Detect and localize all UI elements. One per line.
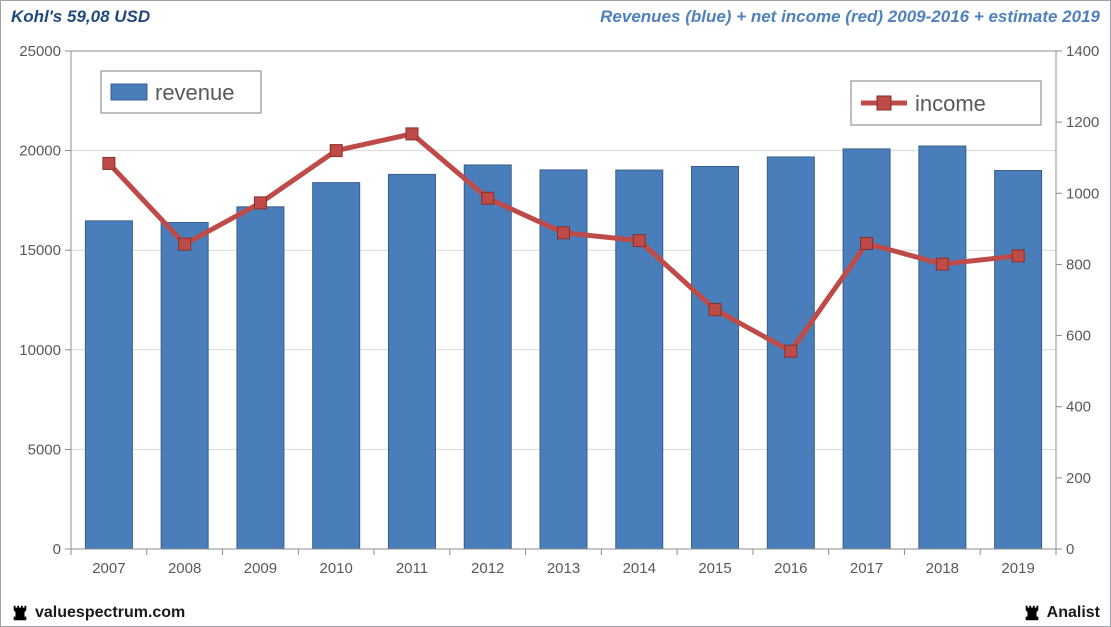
y-right-tick-label: 800	[1066, 256, 1091, 273]
y-left-tick-label: 10000	[19, 342, 61, 359]
x-tick-label: 2018	[926, 560, 959, 577]
income-marker	[1012, 250, 1024, 262]
income-marker	[861, 237, 873, 249]
income-marker	[936, 258, 948, 270]
chart-card: Kohl's 59,08 USD Revenues (blue) + net i…	[0, 0, 1111, 627]
bar	[692, 166, 739, 549]
x-tick-label: 2019	[1001, 560, 1034, 577]
y-left-tick-label: 20000	[19, 143, 61, 160]
income-marker	[633, 235, 645, 247]
y-right-tick-label: 1000	[1066, 185, 1099, 202]
x-tick-label: 2017	[850, 560, 883, 577]
bar	[161, 223, 208, 549]
bar	[85, 221, 132, 549]
income-marker	[406, 128, 418, 140]
income-marker	[558, 227, 570, 239]
chart-header: Kohl's 59,08 USD Revenues (blue) + net i…	[1, 1, 1110, 29]
chart-footer: valuespectrum.com Analist	[1, 600, 1110, 626]
x-tick-label: 2012	[471, 560, 504, 577]
bar	[995, 171, 1042, 549]
chart-title-left: Kohl's 59,08 USD	[11, 7, 150, 27]
legend-income-label: income	[915, 91, 986, 116]
x-tick-label: 2015	[698, 560, 731, 577]
footer-source: valuespectrum.com	[11, 604, 185, 622]
y-right-tick-label: 1400	[1066, 43, 1099, 60]
x-tick-label: 2013	[547, 560, 580, 577]
y-left-tick-label: 25000	[19, 43, 61, 60]
y-left-tick-label: 15000	[19, 242, 61, 259]
y-right-tick-label: 200	[1066, 470, 1091, 487]
x-tick-label: 2008	[168, 560, 201, 577]
bar	[313, 183, 360, 549]
bar	[919, 146, 966, 549]
y-right-tick-label: 600	[1066, 328, 1091, 345]
footer-brand: Analist	[1023, 604, 1100, 622]
income-marker	[785, 345, 797, 357]
rook-icon	[1023, 604, 1041, 622]
y-left-tick-label: 0	[53, 541, 61, 558]
bar	[616, 170, 663, 549]
bar	[464, 165, 511, 549]
footer-source-text: valuespectrum.com	[35, 604, 185, 622]
chart-title-right: Revenues (blue) + net income (red) 2009-…	[600, 7, 1100, 27]
y-right-tick-label: 1200	[1066, 114, 1099, 131]
rook-icon	[11, 604, 29, 622]
bar	[843, 149, 890, 549]
y-left-tick-label: 5000	[28, 441, 61, 458]
x-tick-label: 2009	[244, 560, 277, 577]
chart-area: 0 5000 10000 15000 20000 25000 0 200 400 600 800 10…	[1, 29, 1110, 600]
x-tick-label: 2016	[774, 560, 807, 577]
income-marker	[103, 157, 115, 169]
income-marker	[254, 197, 266, 209]
legend-revenue-label: revenue	[155, 80, 235, 105]
bar	[237, 207, 284, 549]
income-marker	[179, 238, 191, 250]
x-tick-label: 2014	[623, 560, 656, 577]
x-tick-label: 2010	[320, 560, 353, 577]
income-marker	[709, 304, 721, 316]
bar	[388, 174, 435, 549]
footer-brand-text: Analist	[1047, 604, 1100, 622]
y-right-tick-label: 0	[1066, 541, 1074, 558]
y-right-tick-label: 400	[1066, 399, 1091, 416]
income-marker	[482, 192, 494, 204]
x-tick-label: 2007	[92, 560, 125, 577]
income-marker	[330, 145, 342, 157]
x-tick-label: 2011	[396, 560, 428, 577]
